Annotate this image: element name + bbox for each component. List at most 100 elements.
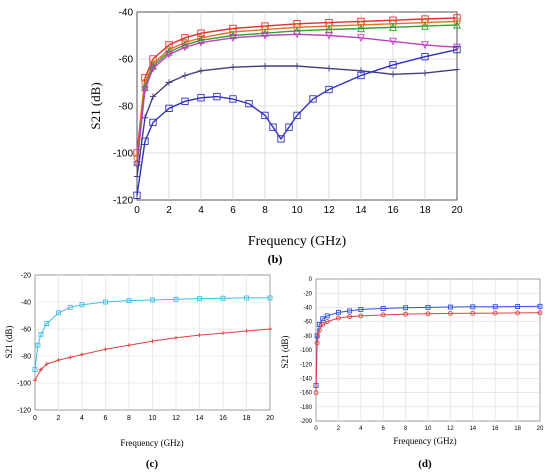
y-tick-label: -100 bbox=[300, 348, 313, 354]
data-point bbox=[380, 306, 386, 311]
data-point bbox=[267, 295, 273, 301]
data-point bbox=[229, 34, 237, 43]
x-tick-label: 12 bbox=[447, 426, 454, 432]
x-tick-label: 2 bbox=[57, 415, 61, 422]
data-point bbox=[173, 296, 179, 302]
data-point bbox=[181, 72, 189, 79]
panel-label-d: (d) bbox=[418, 458, 432, 470]
data-point bbox=[403, 305, 409, 311]
chart-panel-c: 0 2 4 6 8 10 12 14 16 18 20 -20 -40 -60 -80 -100 -120 Fr… bbox=[4, 272, 274, 470]
x-tick-label: 16 bbox=[387, 205, 399, 216]
x-axis-label-d: Frequency (GHz) bbox=[393, 436, 456, 446]
y-tick-label: -20 bbox=[21, 272, 31, 279]
data-point bbox=[492, 310, 498, 316]
x-tick-label: 0 bbox=[33, 415, 37, 422]
data-point bbox=[149, 93, 157, 100]
chart-panel-d: 0 2 4 6 8 10 12 14 16 18 20 0 -20 -40 -60 -80 -100 -120 -1… bbox=[280, 277, 544, 470]
data-point bbox=[229, 64, 237, 71]
y-tick-label: -60 bbox=[303, 320, 312, 326]
x-tick-label: 18 bbox=[243, 415, 251, 422]
data-point bbox=[293, 62, 301, 70]
y-tick-label: 0 bbox=[309, 277, 313, 283]
x-tick-label: 16 bbox=[492, 426, 499, 432]
x-tick-label: 10 bbox=[149, 415, 157, 422]
data-point bbox=[470, 310, 476, 316]
y-tick-label: -180 bbox=[300, 405, 313, 411]
x-tick-label: 0 bbox=[134, 205, 140, 216]
data-point bbox=[229, 31, 237, 40]
data-point bbox=[181, 97, 189, 105]
data-point bbox=[324, 319, 330, 325]
y-tick-label: -60 bbox=[21, 326, 31, 333]
data-point bbox=[316, 321, 322, 327]
data-point bbox=[358, 313, 364, 319]
data-point bbox=[421, 21, 429, 30]
series-b-5 bbox=[133, 45, 461, 199]
y-tick-label: -120 bbox=[17, 407, 31, 414]
series-group-c bbox=[32, 295, 273, 383]
y-tick-label: -40 bbox=[21, 299, 31, 306]
data-point bbox=[56, 310, 61, 316]
data-point bbox=[347, 314, 353, 320]
data-point bbox=[324, 313, 330, 319]
x-tick-label: 2 bbox=[166, 205, 172, 216]
data-point bbox=[357, 24, 365, 33]
y-tick-label: -120 bbox=[300, 362, 313, 368]
data-point bbox=[197, 296, 202, 302]
y-tick-label: -100 bbox=[113, 149, 133, 160]
data-point bbox=[335, 315, 341, 321]
y-axis-label-d: S21 (dB) bbox=[280, 336, 290, 369]
data-point bbox=[293, 30, 301, 39]
data-point bbox=[149, 64, 157, 73]
data-point bbox=[174, 335, 178, 340]
data-point bbox=[314, 333, 320, 339]
data-point bbox=[197, 333, 202, 338]
y-axis-label-c: S21 (dB) bbox=[4, 326, 14, 359]
data-point bbox=[220, 295, 226, 301]
series-line bbox=[34, 328, 271, 381]
x-tick-label: 2 bbox=[337, 426, 341, 432]
data-point bbox=[389, 23, 397, 31]
data-point bbox=[197, 94, 205, 102]
data-point bbox=[67, 304, 73, 310]
x-tick-label: 18 bbox=[514, 426, 521, 432]
x-tick-label: 8 bbox=[127, 415, 131, 422]
data-point bbox=[421, 41, 429, 50]
x-tick-label: 20 bbox=[537, 426, 544, 432]
data-point bbox=[309, 95, 317, 103]
x-tick-label: 6 bbox=[230, 205, 236, 216]
data-point bbox=[421, 53, 429, 61]
series-c-0 bbox=[32, 295, 273, 372]
data-point bbox=[261, 62, 269, 70]
series-line bbox=[136, 24, 458, 163]
data-point bbox=[165, 50, 173, 59]
data-point bbox=[537, 310, 543, 316]
x-tick-label: 6 bbox=[382, 426, 386, 432]
x-tick-label: 14 bbox=[469, 426, 476, 432]
y-tick-label: -120 bbox=[113, 196, 133, 207]
data-point bbox=[515, 310, 521, 316]
data-point bbox=[325, 65, 333, 72]
x-tick-label: 4 bbox=[359, 426, 363, 432]
x-tick-label: 18 bbox=[419, 205, 431, 216]
data-point bbox=[389, 61, 397, 69]
data-point bbox=[80, 352, 84, 357]
data-point bbox=[335, 309, 341, 315]
data-point bbox=[421, 69, 429, 77]
series-d-0 bbox=[313, 303, 543, 388]
series-line bbox=[315, 312, 541, 393]
data-point bbox=[165, 79, 173, 86]
data-point bbox=[181, 43, 189, 52]
ticks-b: 0 2 4 6 8 10 12 14 16 18 20 -40 -60 -80 -100 -120 bbox=[113, 8, 463, 217]
y-tick-label: -140 bbox=[300, 377, 313, 383]
data-point bbox=[470, 304, 476, 310]
data-point bbox=[245, 99, 253, 108]
data-point bbox=[141, 114, 149, 121]
data-point bbox=[325, 31, 333, 40]
y-tick-label: -80 bbox=[303, 334, 312, 340]
data-point bbox=[229, 95, 237, 103]
panel-label-c: (c) bbox=[146, 458, 159, 470]
x-tick-label: 10 bbox=[425, 426, 432, 432]
data-point bbox=[197, 38, 205, 47]
data-point bbox=[293, 111, 301, 120]
